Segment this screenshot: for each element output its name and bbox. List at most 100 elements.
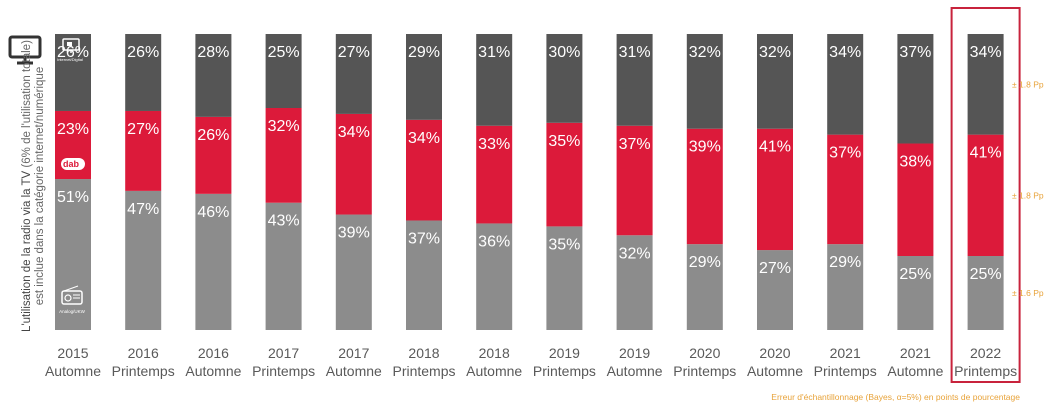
x-tick-year: 2016 (128, 345, 159, 361)
highlight-box (950, 7, 1021, 383)
bar-segment-0-2 (195, 193, 232, 330)
bar-segment-1-1 (125, 110, 162, 191)
bar-segment-0-8 (616, 235, 653, 330)
bar-segment-0-0 (55, 179, 91, 330)
x-tick-year: 2022 (970, 345, 1001, 361)
data-label: 32% (759, 44, 791, 61)
data-label: 41% (759, 139, 791, 156)
data-label: 37% (408, 230, 440, 247)
bar-segment-1-2 (195, 116, 232, 194)
x-tick-year: 2017 (338, 345, 369, 361)
tv-icon (8, 35, 42, 65)
bar-segment-0-11 (827, 244, 864, 330)
bar-segment-0-4 (335, 214, 372, 330)
error-margin-label: ± 1.6 Pp (1012, 288, 1044, 298)
bar-segment-1-4 (335, 113, 372, 215)
data-label: 39% (338, 225, 370, 242)
data-label: 35% (548, 133, 580, 150)
bar-segment-0-6 (476, 223, 513, 330)
x-tick-season: Printemps (252, 363, 315, 379)
bar-segment-2-1 (125, 34, 162, 111)
data-label: 46% (197, 204, 229, 221)
data-label: 25% (899, 266, 931, 283)
data-label: 29% (408, 44, 440, 61)
data-label: 27% (338, 44, 370, 61)
data-label: 34% (970, 44, 1002, 61)
data-label: 33% (478, 136, 510, 153)
internet-icon-label: Internet/Digital (57, 57, 83, 62)
data-label: 32% (268, 118, 300, 135)
data-label: 25% (268, 44, 300, 61)
error-margin-label: ± 1.8 Pp (1012, 79, 1044, 89)
bar-segment-0-12 (897, 256, 934, 330)
x-tick-season: Automne (607, 363, 663, 379)
data-label: 34% (829, 44, 861, 61)
bar-segment-1-5 (406, 119, 442, 221)
data-label: 37% (899, 44, 931, 61)
bar-segment-2-13 (967, 34, 1004, 135)
bar-segment-0-10 (757, 250, 793, 330)
x-tick-year: 2018 (479, 345, 510, 361)
bar-segment-0-5 (406, 220, 442, 330)
x-tick-year: 2019 (619, 345, 650, 361)
bar-segment-0-3 (265, 202, 302, 330)
data-label: 31% (478, 44, 510, 61)
x-tick-year: 2017 (268, 345, 299, 361)
bar-segment-2-5 (406, 34, 442, 120)
x-tick-season: Automne (747, 363, 803, 379)
data-label: 30% (548, 44, 580, 61)
x-tick-year: 2021 (900, 345, 931, 361)
x-tick-season: Printemps (533, 363, 596, 379)
y-axis-label: L'utilisation de la radio via la TV (6% … (21, 0, 51, 381)
error-margin-label: ± 1.8 Pp (1012, 190, 1044, 200)
data-label: 38% (899, 154, 931, 171)
data-label: 39% (689, 139, 721, 156)
sampling-error-footnote: Erreur d'échantillonnage (Bayes, α=5%) e… (771, 392, 1020, 402)
dab-icon-label: dab (63, 159, 80, 169)
bar-segment-2-2 (195, 34, 232, 117)
bar-segment-0-1 (125, 190, 162, 330)
x-tick-season: Printemps (112, 363, 175, 379)
bars-layer: 51% 23% 26% 2015 Automne 47% 27% 26% 2016 Printem… (45, 34, 1017, 379)
bar-segment-2-8 (616, 34, 653, 126)
x-tick-season: Printemps (392, 363, 455, 379)
dab-icon: dab (61, 158, 85, 170)
x-tick-year: 2019 (549, 345, 580, 361)
bar-segment-1-7 (546, 122, 583, 227)
bar-segment-1-10 (757, 128, 793, 251)
bar-segment-1-6 (476, 125, 513, 224)
bar-segment-1-13 (967, 134, 1004, 256)
bar-segment-2-7 (546, 34, 583, 123)
bar-segment-1-9 (686, 128, 723, 245)
y-axis-label-rest: (6% de l'utilisation totale) (21, 40, 33, 171)
bar-segment-1-8 (616, 125, 653, 236)
data-label: 31% (619, 44, 651, 61)
data-label: 37% (619, 136, 651, 153)
bar-segment-2-11 (827, 34, 864, 135)
x-tick-season: Printemps (673, 363, 736, 379)
bar-segment-2-9 (686, 34, 723, 129)
x-tick-season: Automne (887, 363, 943, 379)
data-label: 34% (408, 130, 440, 147)
bar-segment-1-12 (897, 143, 934, 256)
bar-segment-1-3 (265, 108, 302, 203)
x-tick-season: Automne (185, 363, 241, 379)
data-label: 27% (127, 121, 159, 138)
analog-icon-label: Analog/UKW (59, 309, 86, 314)
x-tick-year: 2020 (689, 345, 720, 361)
data-label: 29% (689, 254, 721, 271)
data-label: 47% (127, 201, 159, 218)
data-label: 36% (478, 233, 510, 250)
y-axis-label-line2: est inclue dans la catégorie internet/nu… (34, 66, 46, 306)
x-tick-season: Automne (45, 363, 101, 379)
x-tick-year: 2020 (759, 345, 790, 361)
radio-icon: Analog/UKW (59, 285, 86, 314)
bar-segment-0-7 (546, 226, 583, 330)
data-label: 43% (268, 213, 300, 230)
bar-segment-2-0 (55, 34, 91, 111)
data-label: 37% (829, 145, 861, 162)
y-axis-label-bold: L'utilisation de la radio via la TV (21, 170, 33, 332)
data-label: 25% (970, 266, 1002, 283)
x-tick-year: 2015 (57, 345, 88, 361)
